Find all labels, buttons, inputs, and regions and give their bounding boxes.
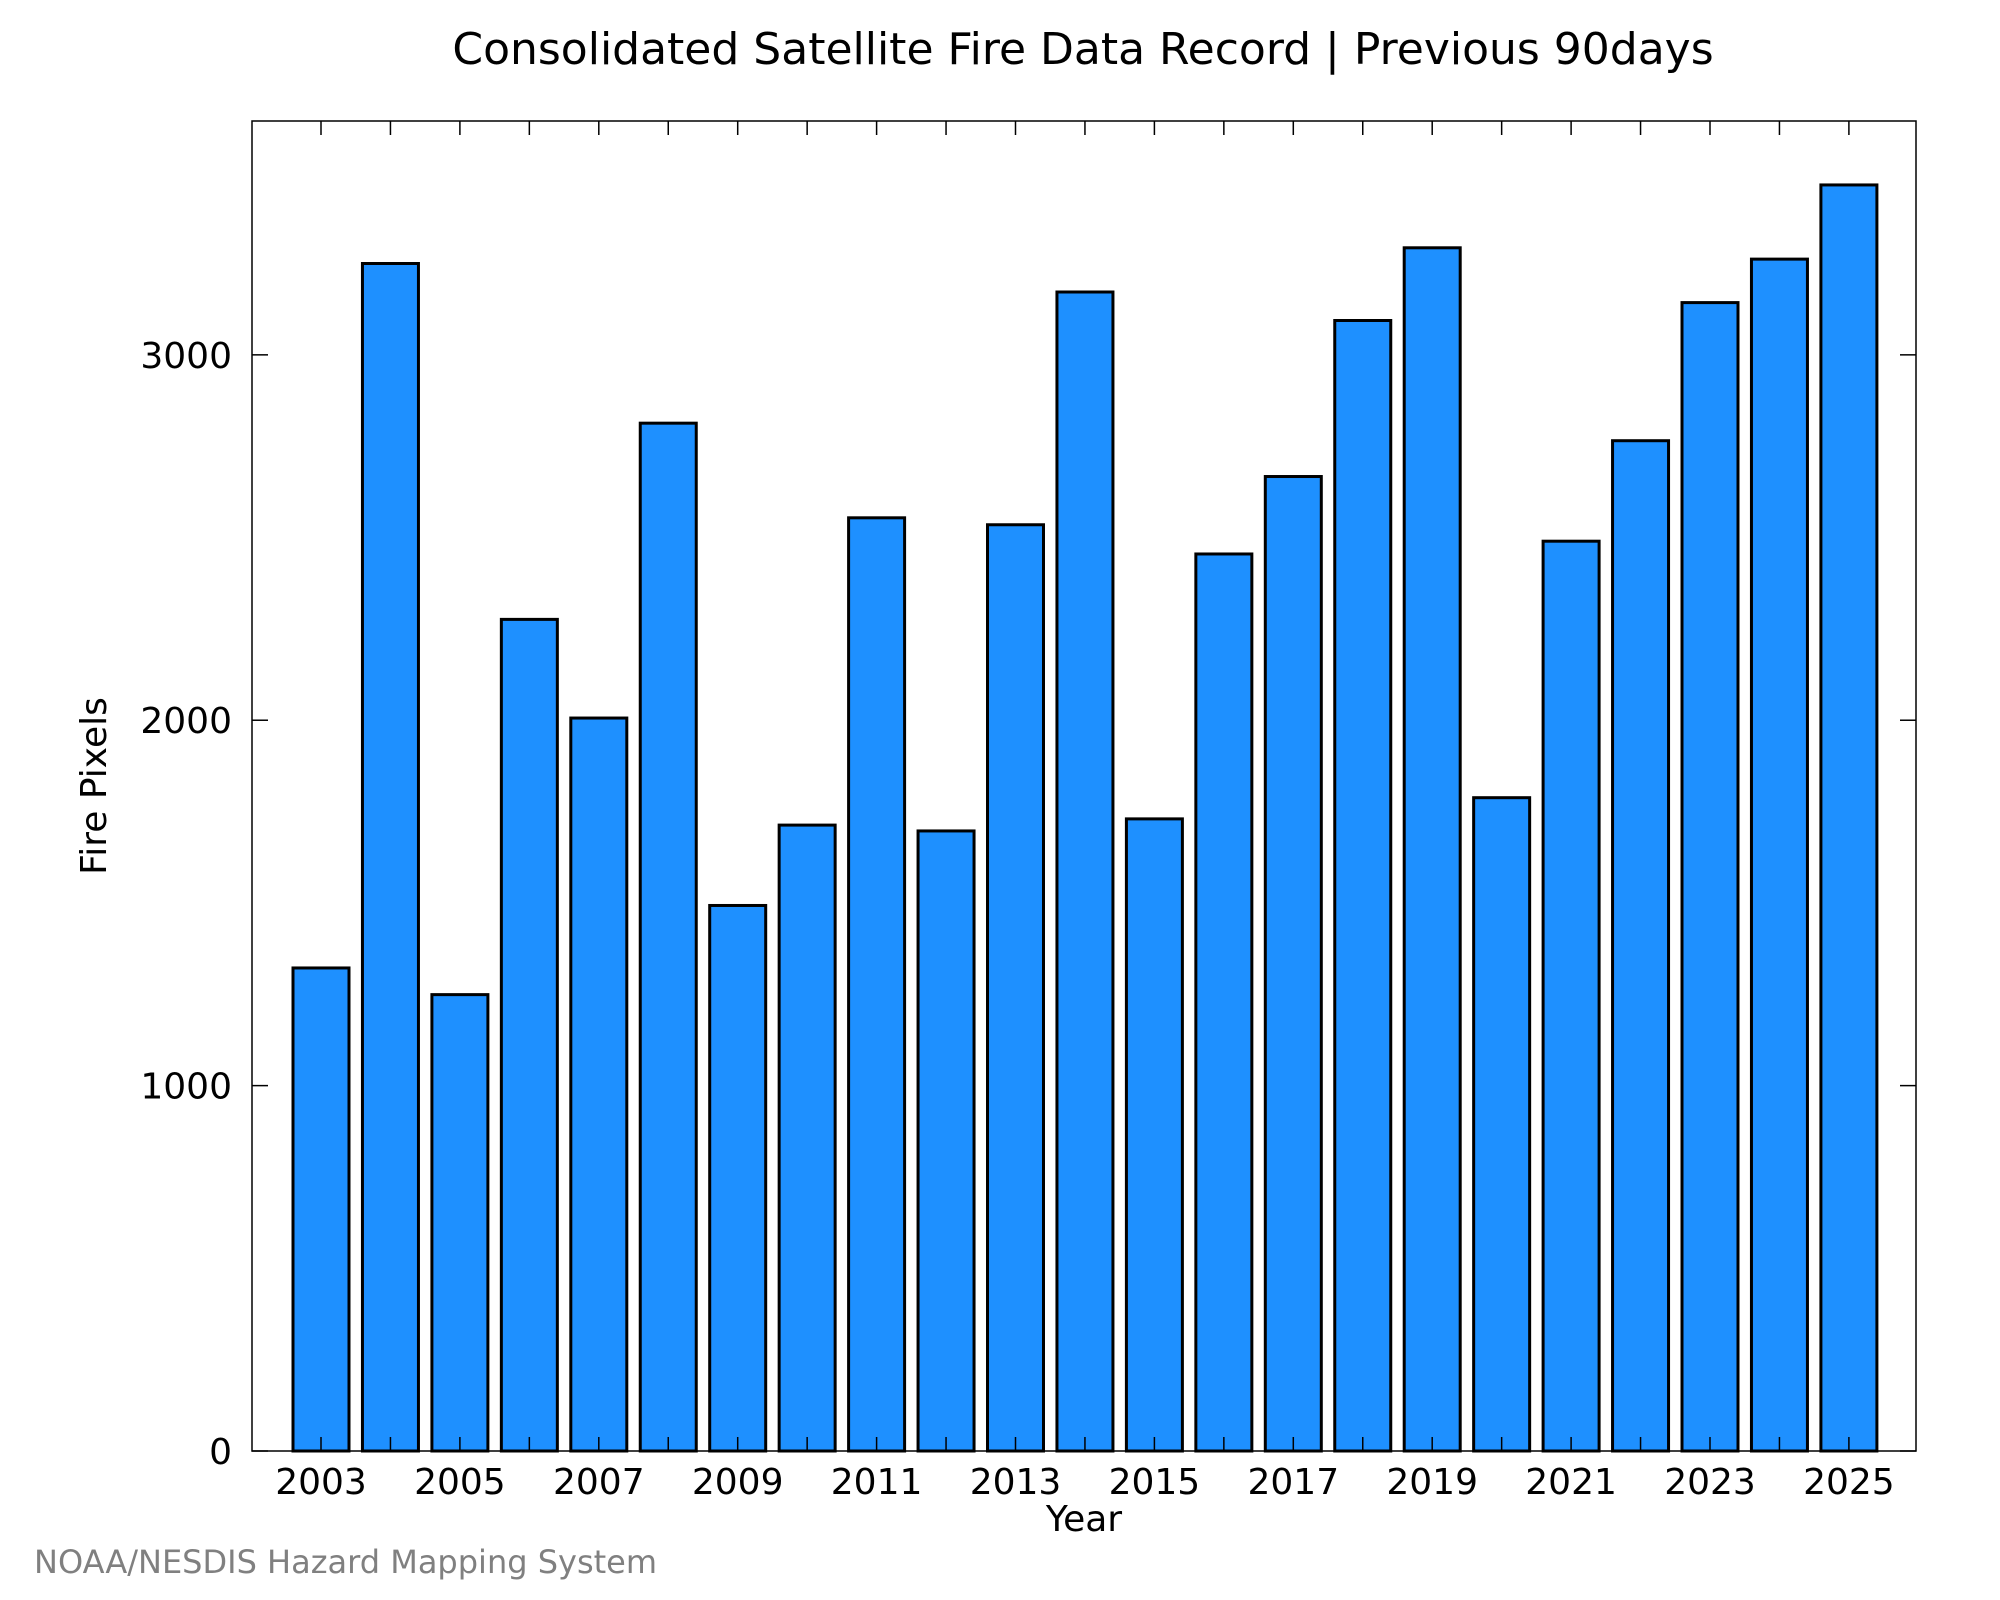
y-axis-label: Fire Pixels xyxy=(74,697,115,875)
x-tick-label-2017: 2017 xyxy=(1247,1462,1339,1503)
x-tick-label-2019: 2019 xyxy=(1386,1462,1478,1503)
bar-2013 xyxy=(986,523,1045,1453)
bar-2017 xyxy=(1263,475,1323,1453)
x-tick-label-2013: 2013 xyxy=(970,1462,1062,1503)
x-tick-label-2007: 2007 xyxy=(553,1462,645,1503)
ticks-group xyxy=(252,121,1916,1452)
x-tick-label-2011: 2011 xyxy=(831,1462,923,1503)
bar-2024 xyxy=(1749,257,1809,1453)
bar-2015 xyxy=(1124,817,1184,1453)
bar-2021 xyxy=(1541,539,1601,1453)
bar-2022 xyxy=(1611,439,1671,1453)
x-tick-label-2005: 2005 xyxy=(414,1462,506,1503)
bar-2011 xyxy=(847,516,907,1453)
chart-title: Consolidated Satellite Fire Data Record … xyxy=(452,24,1713,75)
bar-2012 xyxy=(916,829,976,1453)
bar-2018 xyxy=(1333,319,1393,1453)
x-tick-label-2021: 2021 xyxy=(1525,1462,1617,1503)
bar-2009 xyxy=(708,903,768,1453)
x-tick-label-2023: 2023 xyxy=(1664,1462,1756,1503)
bar-2023 xyxy=(1680,301,1740,1453)
y-tick-label-3000: 3000 xyxy=(140,336,232,377)
y-tick-label-0: 0 xyxy=(209,1432,232,1473)
x-tick-label-2009: 2009 xyxy=(692,1462,784,1503)
y-tick-label-1000: 1000 xyxy=(140,1067,232,1108)
bar-2016 xyxy=(1194,552,1254,1453)
bar-2005 xyxy=(430,993,490,1453)
bar-2003 xyxy=(291,966,351,1453)
x-tick-label-2015: 2015 xyxy=(1109,1462,1201,1503)
bar-2008 xyxy=(638,421,698,1453)
bar-2014 xyxy=(1055,290,1115,1453)
x-axis-label: Year xyxy=(1045,1499,1122,1540)
y-tick-label-2000: 2000 xyxy=(140,701,232,742)
bars-group xyxy=(291,183,1879,1453)
plot-frame xyxy=(251,120,1917,1452)
bar-2025 xyxy=(1819,183,1879,1453)
bar-2010 xyxy=(777,823,837,1453)
bar-2007 xyxy=(569,716,629,1453)
bar-2006 xyxy=(499,617,559,1453)
x-tick-label-2025: 2025 xyxy=(1803,1462,1895,1503)
bar-2019 xyxy=(1402,246,1462,1453)
bar-2004 xyxy=(360,262,420,1453)
x-tick-label-2003: 2003 xyxy=(275,1462,367,1503)
bar-2020 xyxy=(1472,796,1532,1453)
tick-labels-group: 2003 2005 2007 2009 2011 2013 2015 2017 2019 2021… xyxy=(140,336,1894,1503)
footer-credit: NOAA/NESDIS Hazard Mapping System xyxy=(34,1543,657,1581)
